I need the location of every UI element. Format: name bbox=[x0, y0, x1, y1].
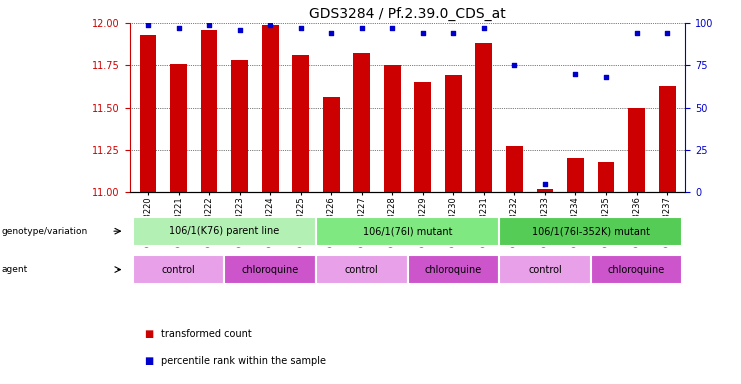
Point bbox=[265, 22, 276, 28]
Text: ■: ■ bbox=[144, 356, 153, 366]
FancyBboxPatch shape bbox=[499, 217, 682, 246]
Text: 106/1(76I) mutant: 106/1(76I) mutant bbox=[363, 226, 452, 237]
FancyBboxPatch shape bbox=[591, 255, 682, 285]
Point bbox=[325, 30, 337, 36]
Text: percentile rank within the sample: percentile rank within the sample bbox=[161, 356, 326, 366]
Point bbox=[600, 74, 612, 80]
Bar bbox=[323, 98, 339, 192]
Point bbox=[356, 25, 368, 31]
Bar bbox=[628, 108, 645, 192]
FancyBboxPatch shape bbox=[499, 255, 591, 285]
Point bbox=[386, 25, 398, 31]
Point bbox=[142, 22, 154, 28]
FancyBboxPatch shape bbox=[408, 255, 499, 285]
Bar bbox=[659, 86, 676, 192]
Bar bbox=[170, 64, 187, 192]
Point bbox=[478, 25, 490, 31]
Point bbox=[417, 30, 429, 36]
Text: transformed count: transformed count bbox=[161, 329, 251, 339]
Point bbox=[448, 30, 459, 36]
Point bbox=[508, 62, 520, 68]
FancyBboxPatch shape bbox=[316, 255, 408, 285]
Text: chloroquine: chloroquine bbox=[608, 265, 665, 275]
Text: chloroquine: chloroquine bbox=[425, 265, 482, 275]
Bar bbox=[292, 55, 309, 192]
Point bbox=[295, 25, 307, 31]
Bar bbox=[414, 82, 431, 192]
Text: genotype/variation: genotype/variation bbox=[1, 227, 87, 236]
Point bbox=[203, 22, 215, 28]
Bar bbox=[536, 189, 554, 192]
Bar bbox=[353, 53, 370, 192]
Text: control: control bbox=[162, 265, 196, 275]
FancyBboxPatch shape bbox=[133, 217, 316, 246]
Bar bbox=[384, 65, 401, 192]
Point bbox=[173, 25, 185, 31]
Text: chloroquine: chloroquine bbox=[242, 265, 299, 275]
Bar bbox=[598, 162, 614, 192]
Bar bbox=[231, 60, 248, 192]
FancyBboxPatch shape bbox=[316, 217, 499, 246]
Point bbox=[539, 180, 551, 187]
Point bbox=[570, 71, 582, 77]
Point bbox=[661, 30, 673, 36]
Bar bbox=[445, 75, 462, 192]
Bar bbox=[262, 25, 279, 192]
Text: 106/1(K76) parent line: 106/1(K76) parent line bbox=[169, 226, 279, 237]
Title: GDS3284 / Pf.2.39.0_CDS_at: GDS3284 / Pf.2.39.0_CDS_at bbox=[309, 7, 506, 21]
Bar bbox=[476, 43, 492, 192]
Point bbox=[233, 27, 245, 33]
Text: 106/1(76I-352K) mutant: 106/1(76I-352K) mutant bbox=[532, 226, 650, 237]
Text: control: control bbox=[345, 265, 379, 275]
Bar bbox=[567, 158, 584, 192]
Bar bbox=[506, 146, 523, 192]
Text: ■: ■ bbox=[144, 329, 153, 339]
FancyBboxPatch shape bbox=[133, 255, 225, 285]
Point bbox=[631, 30, 642, 36]
Bar bbox=[201, 30, 217, 192]
Bar bbox=[139, 35, 156, 192]
Text: agent: agent bbox=[1, 265, 27, 274]
Text: control: control bbox=[528, 265, 562, 275]
FancyBboxPatch shape bbox=[225, 255, 316, 285]
